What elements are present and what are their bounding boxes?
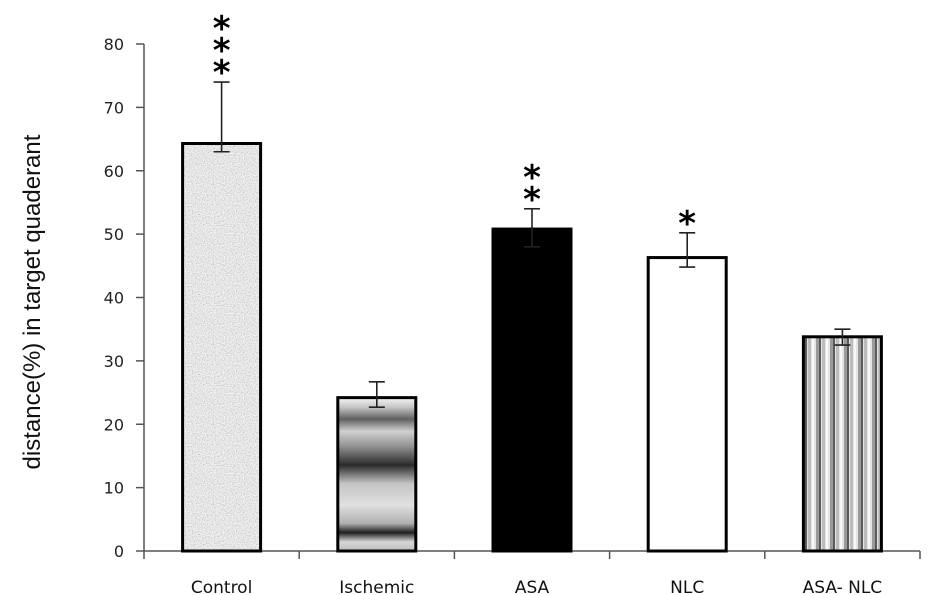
category-label: Ischemic [339,578,414,595]
y-tick-label: 80 [104,35,124,54]
category-labels: Control Ischemic ASA NLC ASA- NLC [191,578,882,595]
y-tick-label: 30 [104,352,124,371]
y-tick-label: 10 [104,479,124,498]
y-tick-label: 70 [104,98,124,117]
significance-star: * [678,204,696,244]
category-label: ASA [515,578,550,595]
significance-star: * [213,53,231,93]
category-label: Control [191,578,252,595]
significance-star: * [523,180,541,220]
bar-control [181,141,263,553]
significance-markers: ****** [213,9,697,244]
category-label: NLC [670,578,704,595]
bar-nlc [646,256,728,553]
y-tick-label: 60 [104,162,124,181]
error-bars [213,81,851,408]
y-tick-label: 0 [114,542,124,561]
significance-star: * [523,158,541,198]
y-axis-ticks: 0 10 20 30 40 50 60 70 80 [104,35,144,561]
y-tick-label: 40 [104,289,124,308]
significance-star: * [213,9,231,49]
bar-ischemic [336,396,418,553]
category-label: ASA- NLC [803,578,883,595]
x-axis-ticks [143,551,921,559]
significance-star: * [213,31,231,71]
bar-asa-nlc [801,335,883,553]
bar-asa [491,227,573,553]
bars [181,141,883,553]
y-tick-label: 20 [104,415,124,434]
y-tick-label: 50 [104,225,124,244]
y-axis-label: distance(%) in target quaderant [19,134,46,469]
